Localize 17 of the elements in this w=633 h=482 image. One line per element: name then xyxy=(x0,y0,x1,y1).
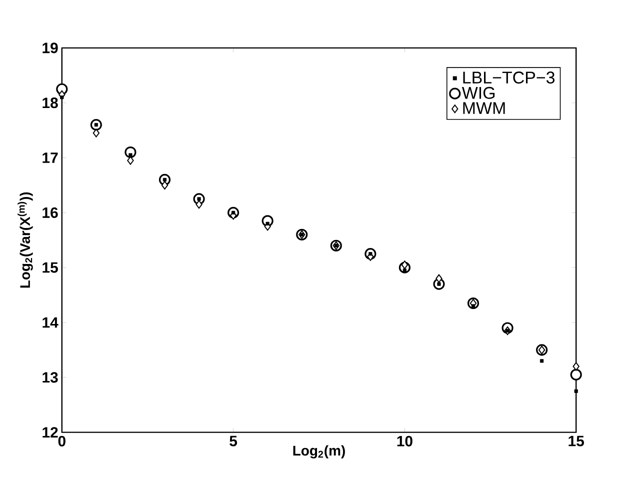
legend-label: LBL−TCP−3 xyxy=(463,71,555,84)
x-tick-label: 10 xyxy=(397,436,412,446)
legend-label: MWM xyxy=(463,102,505,114)
x-tick-label: 15 xyxy=(568,436,584,446)
y-tick-label: 12 xyxy=(42,426,58,438)
y-tick-label: 17 xyxy=(42,152,58,163)
legend-label: WIG xyxy=(462,86,495,99)
y-axis-title: Log$_{2}$(Var(X$^{(m)}$)) xyxy=(18,192,33,288)
y-tick-label: 19 xyxy=(42,42,58,54)
x-tick-label: 5 xyxy=(230,436,238,446)
y-tick-label: 18 xyxy=(42,97,58,108)
y-tick-label: 13 xyxy=(42,372,58,383)
y-tick-label: 16 xyxy=(42,207,58,218)
y-tick-label: 14 xyxy=(42,317,58,328)
x-axis-title: Log$_{2}$(m) xyxy=(293,445,345,458)
y-tick-label: 15 xyxy=(42,262,58,273)
x-tick-label: 0 xyxy=(58,436,66,446)
